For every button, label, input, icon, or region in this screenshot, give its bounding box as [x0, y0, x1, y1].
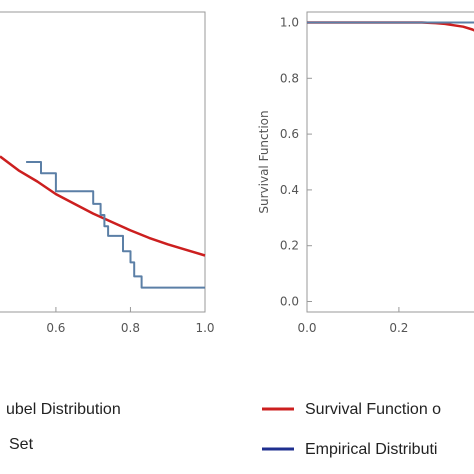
right-plot-frame	[306, 11, 474, 313]
right-series-survival-curve	[307, 21, 474, 32]
right-y-tick-label: 0.4	[280, 183, 299, 197]
legend-item-right-2-label: Empirical Distributi	[305, 441, 437, 458]
right-y-tick-label: 0.2	[280, 239, 299, 253]
legend-left: ubel Distribution Set	[6, 401, 121, 453]
right-y-tick-label: 0.6	[280, 127, 299, 141]
left-series-group	[0, 155, 206, 289]
left-x-ticks: 0.6 0.8 1.0	[46, 307, 215, 335]
left-series-empirical-step	[26, 161, 205, 289]
legend-item-left-1-label: ubel Distribution	[6, 401, 121, 418]
right-x-tick-label: 0.2	[389, 321, 408, 335]
right-series-group	[307, 21, 474, 32]
left-x-tick-label: 0.6	[46, 321, 65, 335]
legend-item-right-1-label: Survival Function o	[305, 401, 441, 418]
left-x-tick-label: 0.8	[121, 321, 140, 335]
legend-right: Survival Function o Empirical Distributi	[262, 401, 441, 458]
left-series-survival-curve	[0, 155, 206, 257]
right-y-tick-label: 0.0	[280, 295, 299, 309]
right-chart-panel: 0.0 0.2 0.4 0.6 0.8 1.0 0.0 0.2 Survival Funct…	[257, 11, 474, 335]
right-series-empirical-step	[307, 21, 474, 24]
right-x-tick-label: 0.0	[297, 321, 316, 335]
left-plot-frame	[0, 11, 206, 313]
right-y-tick-label: 0.8	[280, 71, 299, 85]
left-chart-panel: 0.6 0.8 1.0	[0, 11, 215, 335]
right-y-ticks: 0.0 0.2 0.4 0.6 0.8 1.0	[280, 16, 312, 309]
left-x-tick-label: 1.0	[195, 321, 214, 335]
right-y-axis-label: Survival Function	[257, 110, 271, 213]
legend-item-left-2-label: Set	[9, 436, 34, 453]
right-x-ticks: 0.0 0.2	[297, 307, 408, 335]
right-y-tick-label: 1.0	[280, 16, 299, 30]
